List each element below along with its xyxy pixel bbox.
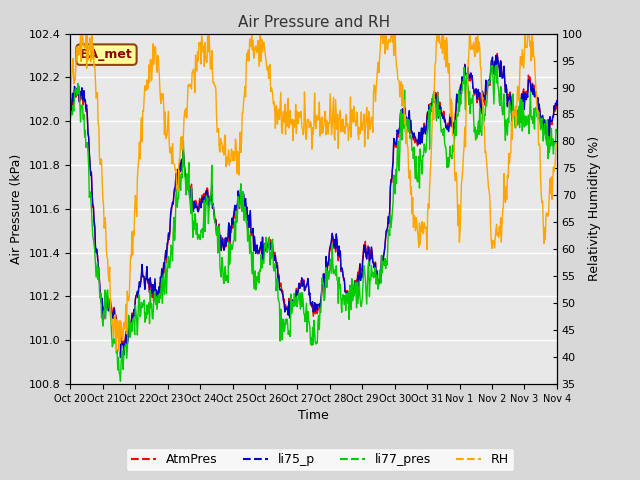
X-axis label: Time: Time <box>298 409 329 422</box>
Legend: AtmPres, li75_p, li77_pres, RH: AtmPres, li75_p, li77_pres, RH <box>126 448 514 471</box>
Y-axis label: Air Pressure (kPa): Air Pressure (kPa) <box>10 154 23 264</box>
Y-axis label: Relativity Humidity (%): Relativity Humidity (%) <box>588 136 601 281</box>
Title: Air Pressure and RH: Air Pressure and RH <box>237 15 390 30</box>
Text: BA_met: BA_met <box>80 48 133 61</box>
